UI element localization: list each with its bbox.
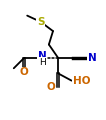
Text: O: O bbox=[20, 67, 29, 77]
Text: H: H bbox=[39, 58, 46, 67]
Text: N: N bbox=[88, 53, 97, 63]
Text: HO: HO bbox=[73, 76, 90, 86]
Text: S: S bbox=[37, 17, 44, 27]
Text: O: O bbox=[46, 82, 55, 92]
Text: N: N bbox=[38, 51, 47, 61]
